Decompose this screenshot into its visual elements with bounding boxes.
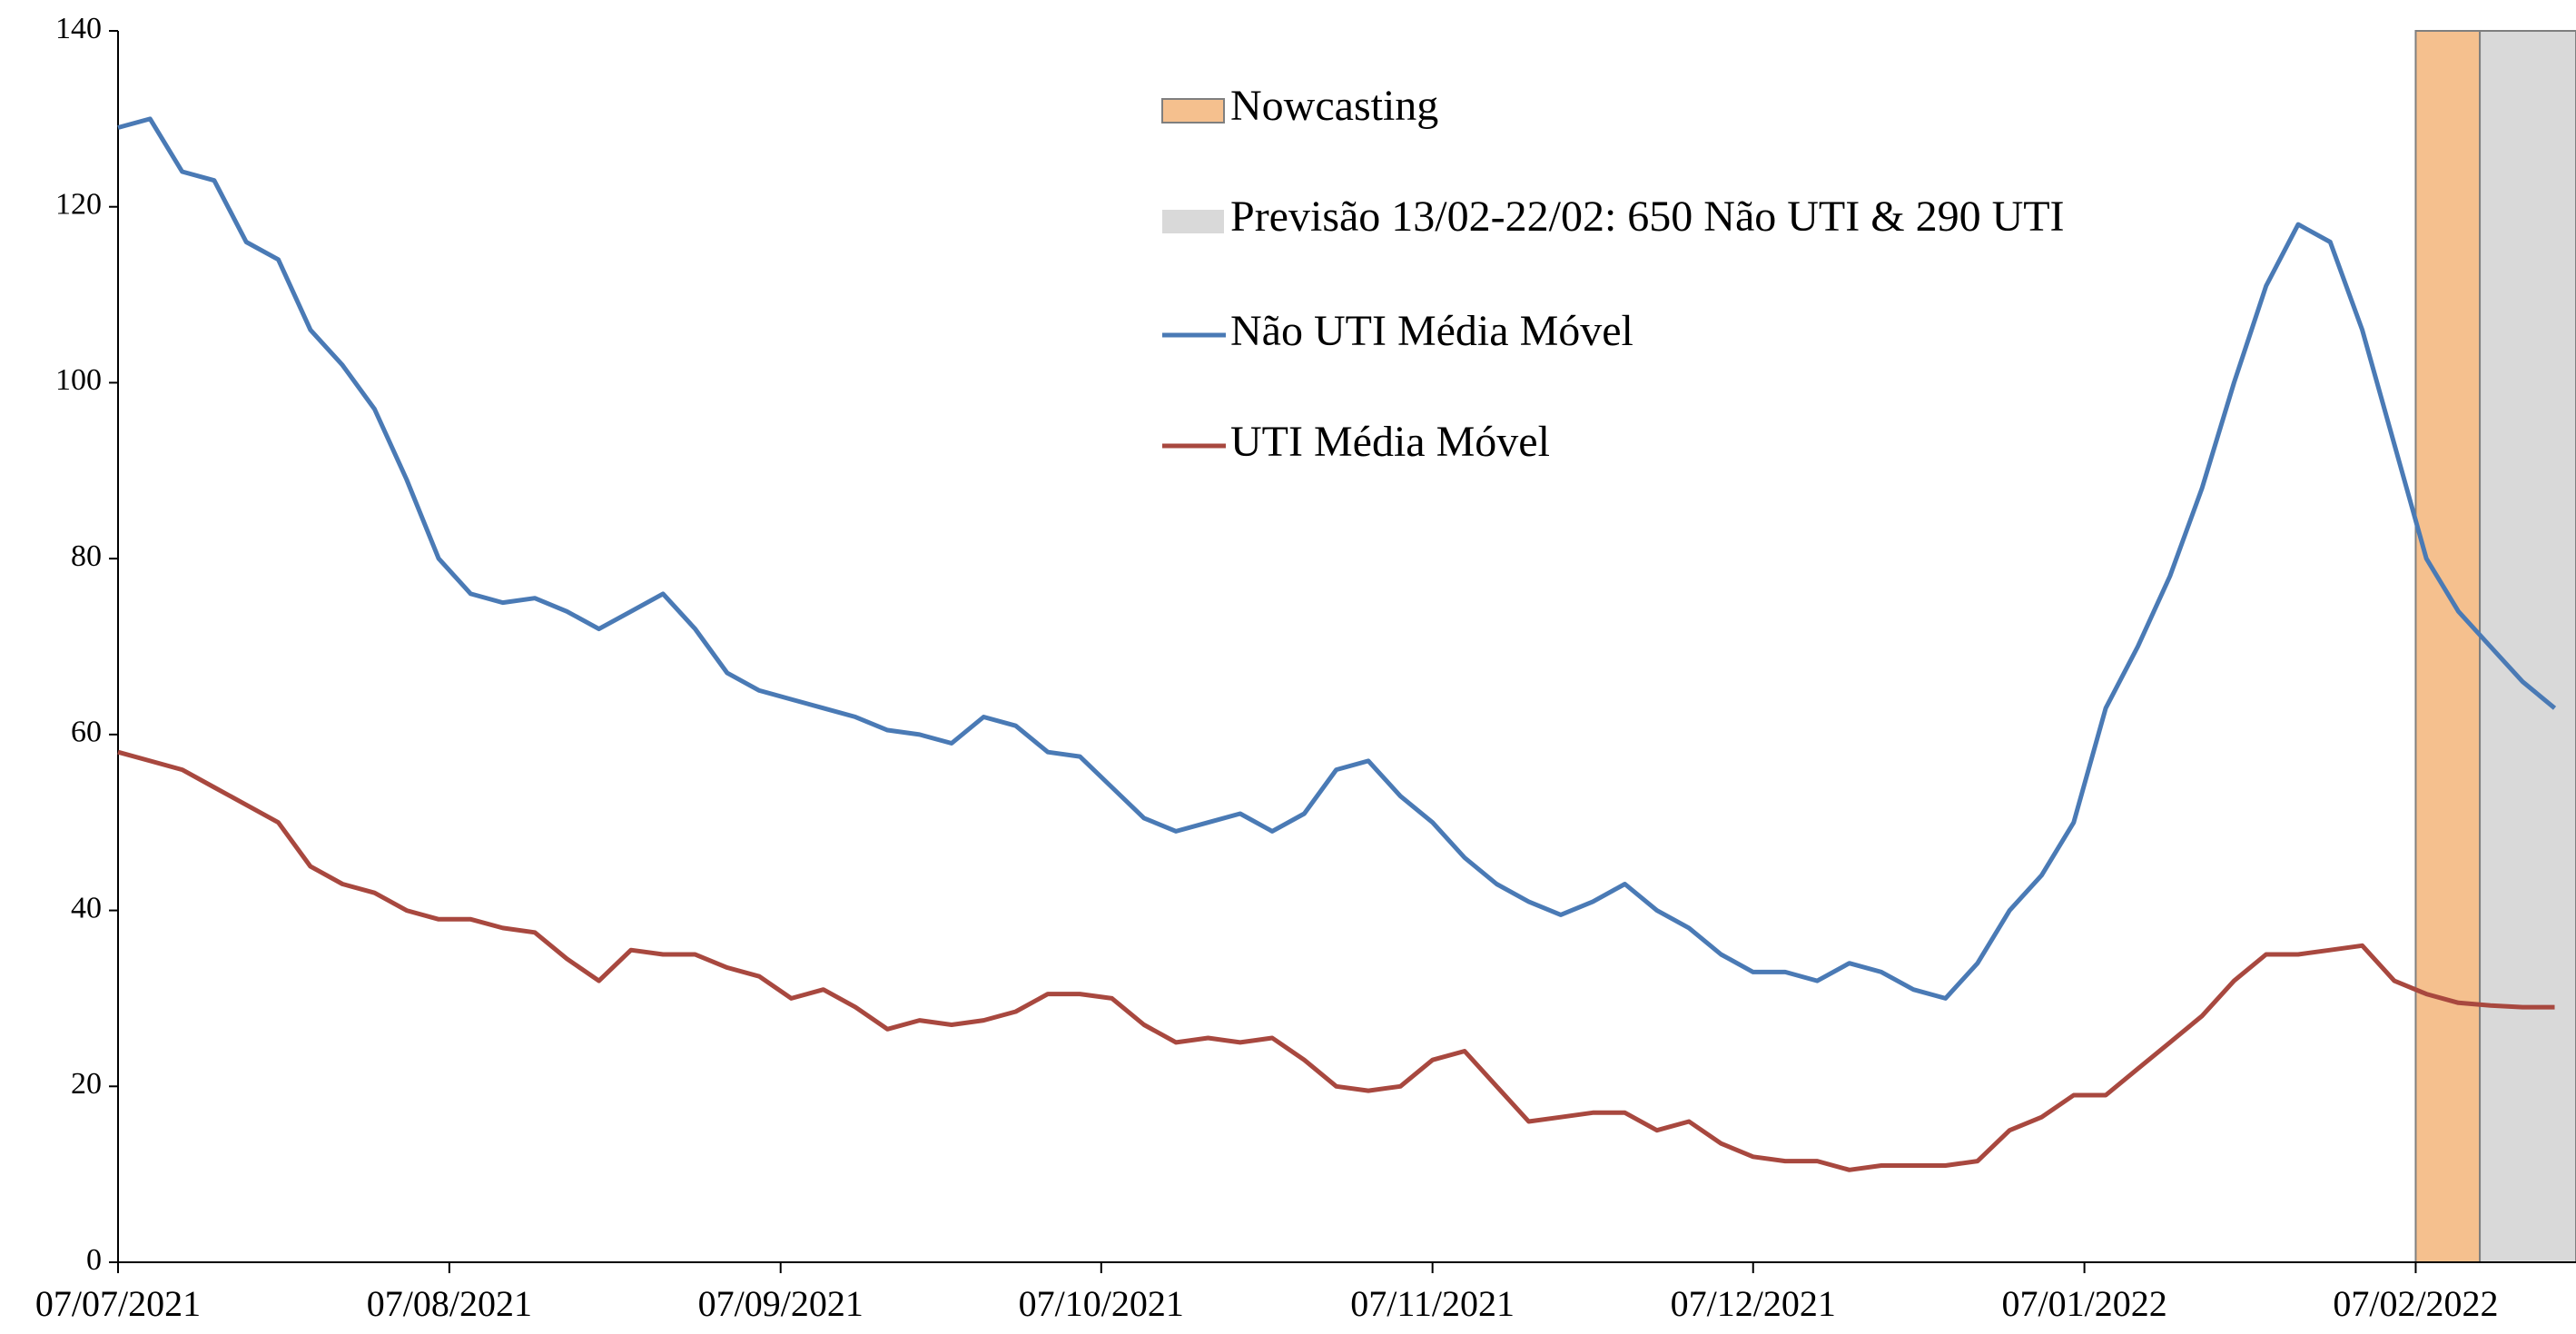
x-tick-label: 07/10/2021	[1019, 1283, 1184, 1324]
x-tick-label: 07/08/2021	[367, 1283, 532, 1324]
y-tick-label: 120	[55, 188, 102, 222]
y-tick-label: 0	[86, 1243, 102, 1277]
x-tick-label: 07/12/2021	[1671, 1283, 1836, 1324]
x-tick-label: 07/09/2021	[698, 1283, 864, 1324]
series-line	[117, 116, 2557, 1001]
y-tick-label: 100	[55, 363, 102, 397]
forecast-region	[2414, 30, 2482, 1263]
x-tick-label: 07/01/2022	[2001, 1283, 2166, 1324]
x-tick-label: 07/02/2022	[2333, 1283, 2498, 1324]
y-tick-label: 140	[55, 12, 102, 45]
x-tick-label: 07/07/2021	[35, 1283, 201, 1324]
legend-swatch	[1161, 98, 1225, 124]
x-tick-label: 07/11/2021	[1350, 1283, 1515, 1324]
y-tick-label: 40	[71, 891, 102, 924]
y-tick-label: 60	[71, 716, 102, 749]
series-line	[117, 749, 2555, 1172]
legend-label: UTI Média Móvel	[1230, 418, 1550, 466]
forecast-region	[2479, 30, 2576, 1263]
legend-label: Não UTI Média Móvel	[1230, 307, 1633, 355]
legend-swatch	[1162, 210, 1224, 233]
legend-label: Previsão 13/02-22/02: 650 Não UTI & 290 …	[1230, 193, 2065, 241]
legend-label: Nowcasting	[1230, 82, 1438, 130]
y-tick-label: 20	[71, 1067, 102, 1101]
y-tick-label: 80	[71, 539, 102, 573]
